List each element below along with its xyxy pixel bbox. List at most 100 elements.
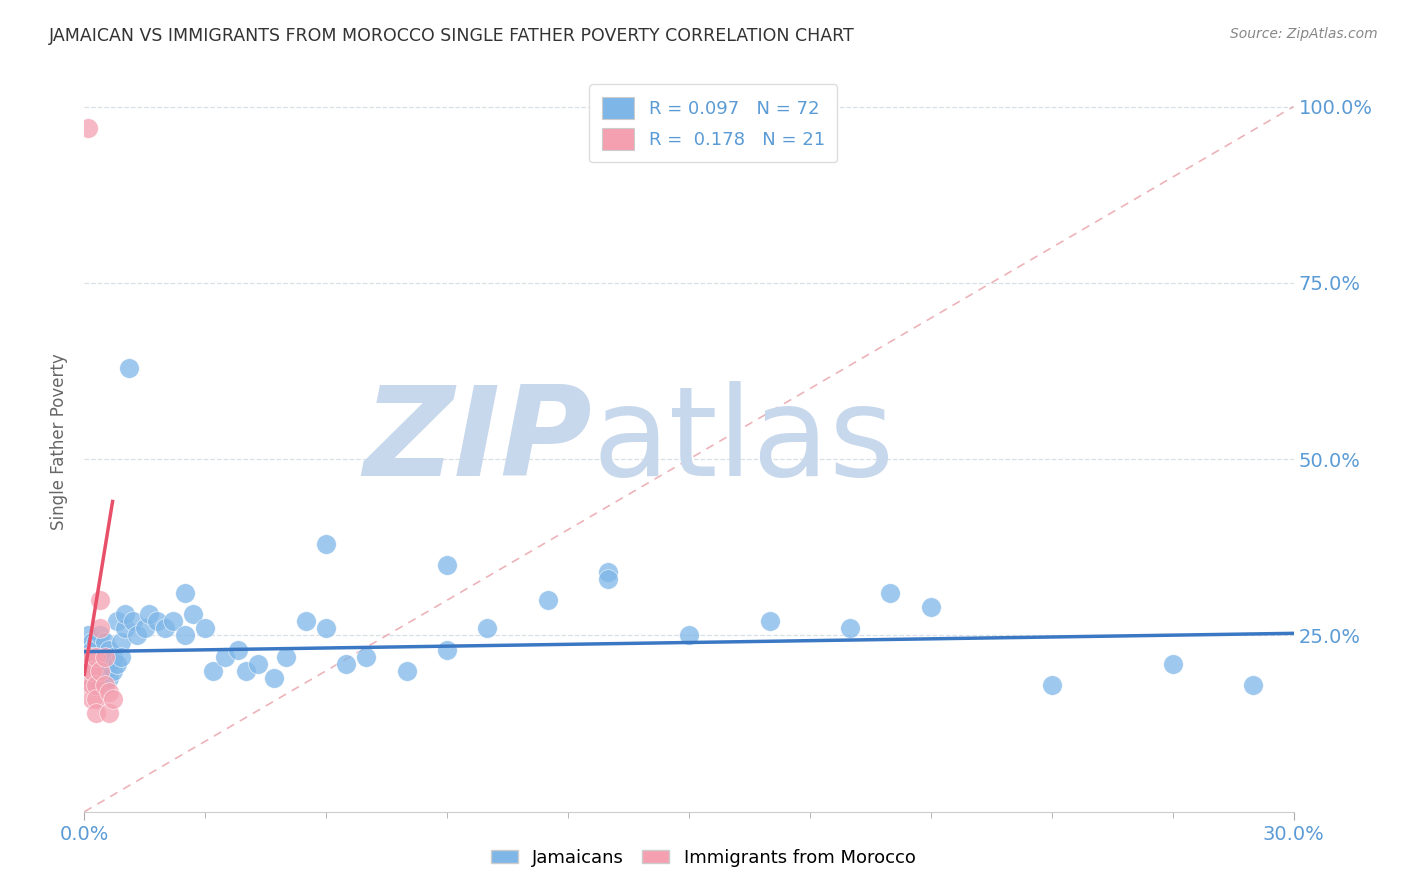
Point xyxy=(125,628,148,642)
Point xyxy=(93,649,115,664)
Point xyxy=(436,642,458,657)
Point xyxy=(89,649,111,664)
Point xyxy=(879,586,901,600)
Point xyxy=(202,664,225,678)
Point xyxy=(118,360,141,375)
Point xyxy=(678,628,700,642)
Point xyxy=(101,649,124,664)
Text: Source: ZipAtlas.com: Source: ZipAtlas.com xyxy=(1230,27,1378,41)
Point xyxy=(537,593,560,607)
Point xyxy=(315,537,337,551)
Point xyxy=(93,649,115,664)
Point xyxy=(86,635,108,649)
Point xyxy=(114,607,136,622)
Point xyxy=(97,685,120,699)
Point xyxy=(82,657,104,671)
Point xyxy=(86,664,108,678)
Point xyxy=(105,657,128,671)
Point xyxy=(839,621,862,635)
Point xyxy=(86,678,108,692)
Point xyxy=(82,642,104,657)
Point xyxy=(82,649,104,664)
Point xyxy=(89,664,111,678)
Point xyxy=(920,600,942,615)
Point xyxy=(214,649,236,664)
Point xyxy=(335,657,357,671)
Point xyxy=(93,664,115,678)
Point xyxy=(162,615,184,629)
Point xyxy=(82,671,104,685)
Point xyxy=(89,628,111,642)
Point xyxy=(89,671,111,685)
Point xyxy=(153,621,176,635)
Point xyxy=(436,558,458,572)
Point xyxy=(89,621,111,635)
Point xyxy=(86,657,108,671)
Point xyxy=(77,649,100,664)
Point xyxy=(174,586,197,600)
Legend: Jamaicans, Immigrants from Morocco: Jamaicans, Immigrants from Morocco xyxy=(484,842,922,874)
Point xyxy=(263,671,285,685)
Point xyxy=(274,649,297,664)
Point xyxy=(82,678,104,692)
Point xyxy=(89,664,111,678)
Point xyxy=(77,664,100,678)
Point xyxy=(86,678,108,692)
Point xyxy=(134,621,156,635)
Point xyxy=(86,649,108,664)
Point xyxy=(1241,678,1264,692)
Point xyxy=(194,621,217,635)
Y-axis label: Single Father Poverty: Single Father Poverty xyxy=(51,353,69,530)
Point xyxy=(295,615,318,629)
Point xyxy=(97,706,120,720)
Point xyxy=(77,120,100,135)
Point xyxy=(395,664,418,678)
Point xyxy=(82,664,104,678)
Point xyxy=(598,565,620,579)
Point xyxy=(93,678,115,692)
Point xyxy=(105,615,128,629)
Point xyxy=(598,572,620,586)
Point xyxy=(82,664,104,678)
Point xyxy=(101,692,124,706)
Point xyxy=(315,621,337,635)
Point xyxy=(86,642,108,657)
Point xyxy=(89,657,111,671)
Point xyxy=(246,657,269,671)
Legend: R = 0.097   N = 72, R =  0.178   N = 21: R = 0.097 N = 72, R = 0.178 N = 21 xyxy=(589,84,838,162)
Point xyxy=(82,692,104,706)
Point xyxy=(97,642,120,657)
Point xyxy=(86,649,108,664)
Point xyxy=(77,678,100,692)
Text: JAMAICAN VS IMMIGRANTS FROM MOROCCO SINGLE FATHER POVERTY CORRELATION CHART: JAMAICAN VS IMMIGRANTS FROM MOROCCO SING… xyxy=(49,27,855,45)
Point xyxy=(86,706,108,720)
Point xyxy=(97,657,120,671)
Point xyxy=(77,649,100,664)
Point xyxy=(226,642,249,657)
Point xyxy=(97,671,120,685)
Point xyxy=(1040,678,1063,692)
Point xyxy=(77,628,100,642)
Point xyxy=(146,615,169,629)
Point xyxy=(356,649,378,664)
Point xyxy=(93,635,115,649)
Point xyxy=(181,607,204,622)
Point xyxy=(110,635,132,649)
Point xyxy=(82,635,104,649)
Point xyxy=(174,628,197,642)
Point xyxy=(758,615,780,629)
Point xyxy=(477,621,499,635)
Point xyxy=(93,678,115,692)
Point xyxy=(77,664,100,678)
Text: atlas: atlas xyxy=(592,381,894,502)
Point xyxy=(86,692,108,706)
Point xyxy=(114,621,136,635)
Point xyxy=(121,615,143,629)
Text: ZIP: ZIP xyxy=(364,381,592,502)
Point xyxy=(89,593,111,607)
Point xyxy=(110,649,132,664)
Point xyxy=(101,664,124,678)
Point xyxy=(138,607,160,622)
Point xyxy=(235,664,257,678)
Point xyxy=(1161,657,1184,671)
